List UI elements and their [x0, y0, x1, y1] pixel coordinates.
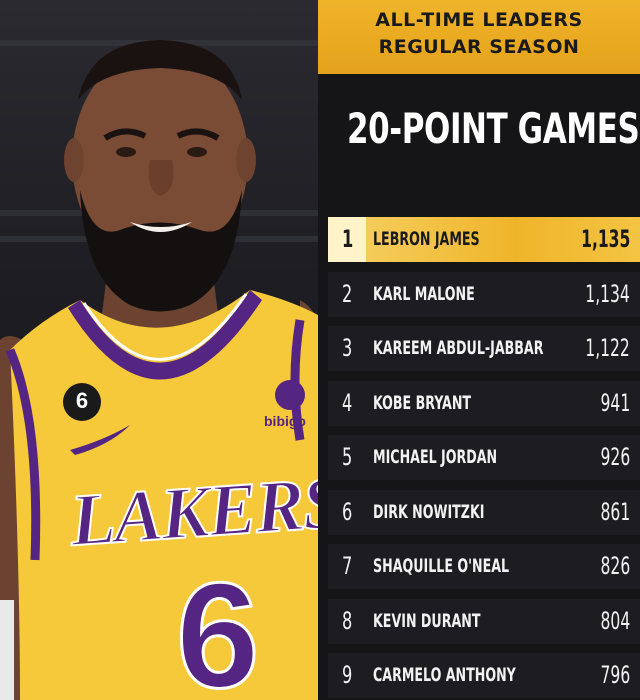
leader-rank: 3 [342, 334, 353, 362]
leader-name: KAREEM ABDUL-JABBAR [373, 337, 544, 359]
leader-row: 2 KARL MALONE 1,134 [328, 271, 640, 317]
leader-rank: 7 [342, 552, 353, 580]
wristband [0, 600, 14, 700]
eyebrow [103, 128, 147, 141]
leader-value: 1,122 [585, 334, 630, 362]
leaderboard-panel: ALL-TIME LEADERS REGULAR SEASON 20-POINT… [318, 0, 640, 700]
sponsor-logo-icon [275, 380, 305, 410]
leader-row: 5 MICHAEL JORDAN 926 [328, 435, 640, 480]
header-line-1: ALL-TIME LEADERS [375, 9, 583, 31]
leader-value: 941 [600, 388, 630, 417]
stat-title: 20-POINT GAMES [346, 104, 640, 153]
player-photo: 6 bibigo LAKERS 6 [0, 0, 318, 700]
jersey-collar-stripe [82, 293, 248, 361]
leader-rank: 4 [342, 388, 353, 417]
leader-row: 7 SHAQUILLE O'NEAL 826 [328, 544, 640, 589]
smile [130, 222, 192, 232]
patch-number: 6 [75, 388, 89, 413]
leader-value: 1,135 [580, 225, 630, 253]
leader-name: KOBE BRYANT [373, 391, 472, 414]
patch-6-badge [63, 383, 101, 421]
leader-value: 861 [600, 497, 630, 526]
header-line-2: REGULAR SEASON [378, 36, 580, 58]
jersey-armhole-trim [290, 319, 305, 441]
leader-row: 9 CARMELO ANTHONY 796 [328, 653, 640, 698]
leader-value: 826 [600, 552, 630, 580]
swoosh-icon [70, 425, 130, 455]
leader-row: 8 KEVIN DURANT 804 [328, 598, 640, 644]
leader-rank: 9 [342, 661, 353, 689]
sponsor-label: bibigo [264, 413, 306, 429]
leader-rank: 6 [342, 497, 353, 526]
leader-name: SHAQUILLE O'NEAL [373, 555, 510, 577]
beard [80, 190, 242, 312]
leader-rank: 5 [342, 443, 353, 471]
jersey-collar [68, 290, 262, 380]
leader-row: 3 KAREEM ABDUL-JABBAR 1,122 [328, 326, 640, 371]
leader-name: MICHAEL JORDAN [373, 446, 498, 468]
board-header: ALL-TIME LEADERS REGULAR SEASON [318, 0, 640, 74]
rank-highlight [328, 217, 366, 262]
jersey-wordmark: LAKERS [66, 461, 318, 564]
leader-row: 6 DIRK NOWITZKI 861 [328, 489, 640, 535]
leader-list: 1 LEBRON JAMES 1,135 2 KARL MALONE 1,134… [328, 217, 640, 700]
eye [187, 147, 207, 157]
leader-rank: 2 [342, 279, 353, 308]
leader-name: KEVIN DURANT [373, 609, 481, 632]
jersey-number: 6 [174, 551, 260, 700]
leader-rank: 8 [342, 606, 353, 635]
leader-name: DIRK NOWITZKI [373, 500, 485, 523]
jersey-details [63, 380, 305, 455]
leader-value: 796 [600, 661, 630, 689]
leader-row: 1 LEBRON JAMES 1,135 [328, 217, 640, 262]
leader-value: 1,134 [585, 279, 630, 308]
leader-name: LEBRON JAMES [373, 228, 480, 250]
ear [236, 138, 256, 182]
hair [78, 40, 242, 100]
jersey-armhole-trim [5, 348, 41, 561]
eye [116, 147, 136, 157]
leader-rank: 1 [342, 225, 354, 253]
leader-value: 926 [600, 443, 630, 471]
player-illustration [0, 40, 318, 700]
leader-name: KARL MALONE [373, 282, 475, 305]
leader-row: 4 KOBE BRYANT 941 [328, 380, 640, 426]
leader-name: CARMELO ANTHONY [373, 664, 516, 686]
ear [64, 138, 84, 182]
nose [148, 160, 174, 196]
eyebrow [176, 128, 220, 141]
leader-value: 804 [600, 606, 630, 635]
